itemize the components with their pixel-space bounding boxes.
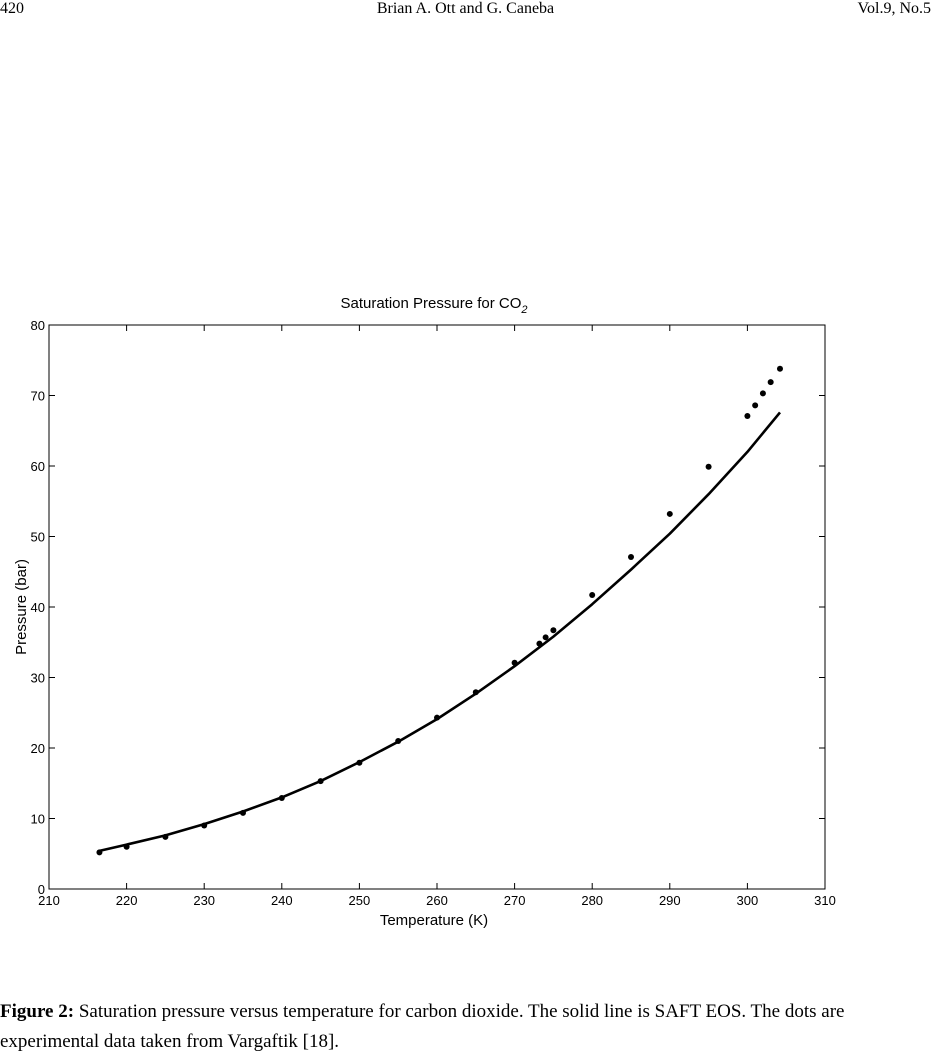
x-tick-label: 260 <box>426 893 448 908</box>
y-tick-label: 80 <box>31 318 45 333</box>
experimental-data-point <box>162 833 169 840</box>
x-axis-ticks: 210 220 230 240 250 260 270 280 290 300 310 <box>38 325 836 908</box>
y-tick-label: 10 <box>31 812 45 827</box>
y-tick-label: 40 <box>31 600 45 615</box>
experimental-data-point <box>542 634 549 641</box>
figure-caption: Figure 2: Saturation pressure versus tem… <box>0 997 925 1057</box>
data-series <box>96 365 783 856</box>
x-tick-label: 220 <box>116 893 138 908</box>
experimental-data-point <box>536 640 543 647</box>
volume-info: Vol.9, No.5 <box>857 0 931 17</box>
y-tick-label: 0 <box>38 882 45 897</box>
experimental-data-point <box>759 390 766 397</box>
experimental-data-point <box>278 795 285 802</box>
experimental-data-point <box>395 737 402 744</box>
experimental-data-point <box>511 659 518 666</box>
x-tick-label: 310 <box>814 893 836 908</box>
x-tick-label: 280 <box>581 893 603 908</box>
experimental-data-point <box>752 402 759 409</box>
x-tick-label: 250 <box>349 893 371 908</box>
x-tick-label: 210 <box>38 893 60 908</box>
experimental-data-point <box>767 379 774 386</box>
experimental-data-point <box>589 592 596 599</box>
experimental-data-point <box>472 689 479 696</box>
y-tick-label: 50 <box>31 530 45 545</box>
y-tick-label: 30 <box>31 671 45 686</box>
experimental-data-point <box>550 627 557 634</box>
y-tick-label: 60 <box>31 459 45 474</box>
page-number: 420 <box>0 0 24 17</box>
plot-frame <box>48 324 826 890</box>
saturation-pressure-chart: Saturation Pressure for CO2 210 220 230 240… <box>13 295 836 929</box>
x-tick-label: 290 <box>659 893 681 908</box>
experimental-data-point <box>356 759 363 766</box>
chart-title: Saturation Pressure for CO2 <box>340 295 527 316</box>
experimental-data-point <box>96 849 103 856</box>
chart-title-subscript: 2 <box>520 304 527 316</box>
experimental-data-point <box>744 412 751 419</box>
experimental-data-point <box>240 809 246 816</box>
experimental-data-point <box>434 714 440 721</box>
x-tick-label: 300 <box>737 893 759 908</box>
running-authors: Brian A. Ott and G. Caneba <box>376 0 555 17</box>
page-header: 420 Brian A. Ott and G. Caneba Vol.9, No… <box>0 0 931 22</box>
figure-caption-text: Saturation pressure versus temperature f… <box>0 1001 845 1052</box>
figure-caption-label: Figure 2: <box>0 1001 75 1022</box>
experimental-data-point <box>201 822 208 829</box>
y-axis-label: Pressure (bar) <box>13 559 30 655</box>
x-tick-label: 270 <box>504 893 526 908</box>
experimental-data-point <box>666 510 673 517</box>
x-tick-label: 240 <box>271 893 293 908</box>
experimental-data-point <box>123 843 130 850</box>
experimental-data-point <box>705 463 712 470</box>
experimental-data-point <box>776 365 783 372</box>
experimental-data-point <box>317 778 324 785</box>
x-axis-label: Temperature (K) <box>380 912 488 929</box>
y-axis-ticks: 0 10 20 30 40 50 60 70 80 <box>31 318 825 897</box>
y-tick-label: 20 <box>31 741 45 756</box>
experimental-data-point <box>628 553 634 560</box>
chart-title-main: Saturation Pressure for CO <box>340 295 521 312</box>
x-tick-label: 230 <box>193 893 215 908</box>
y-tick-label: 70 <box>31 389 45 404</box>
saft-eos-line <box>99 411 782 853</box>
